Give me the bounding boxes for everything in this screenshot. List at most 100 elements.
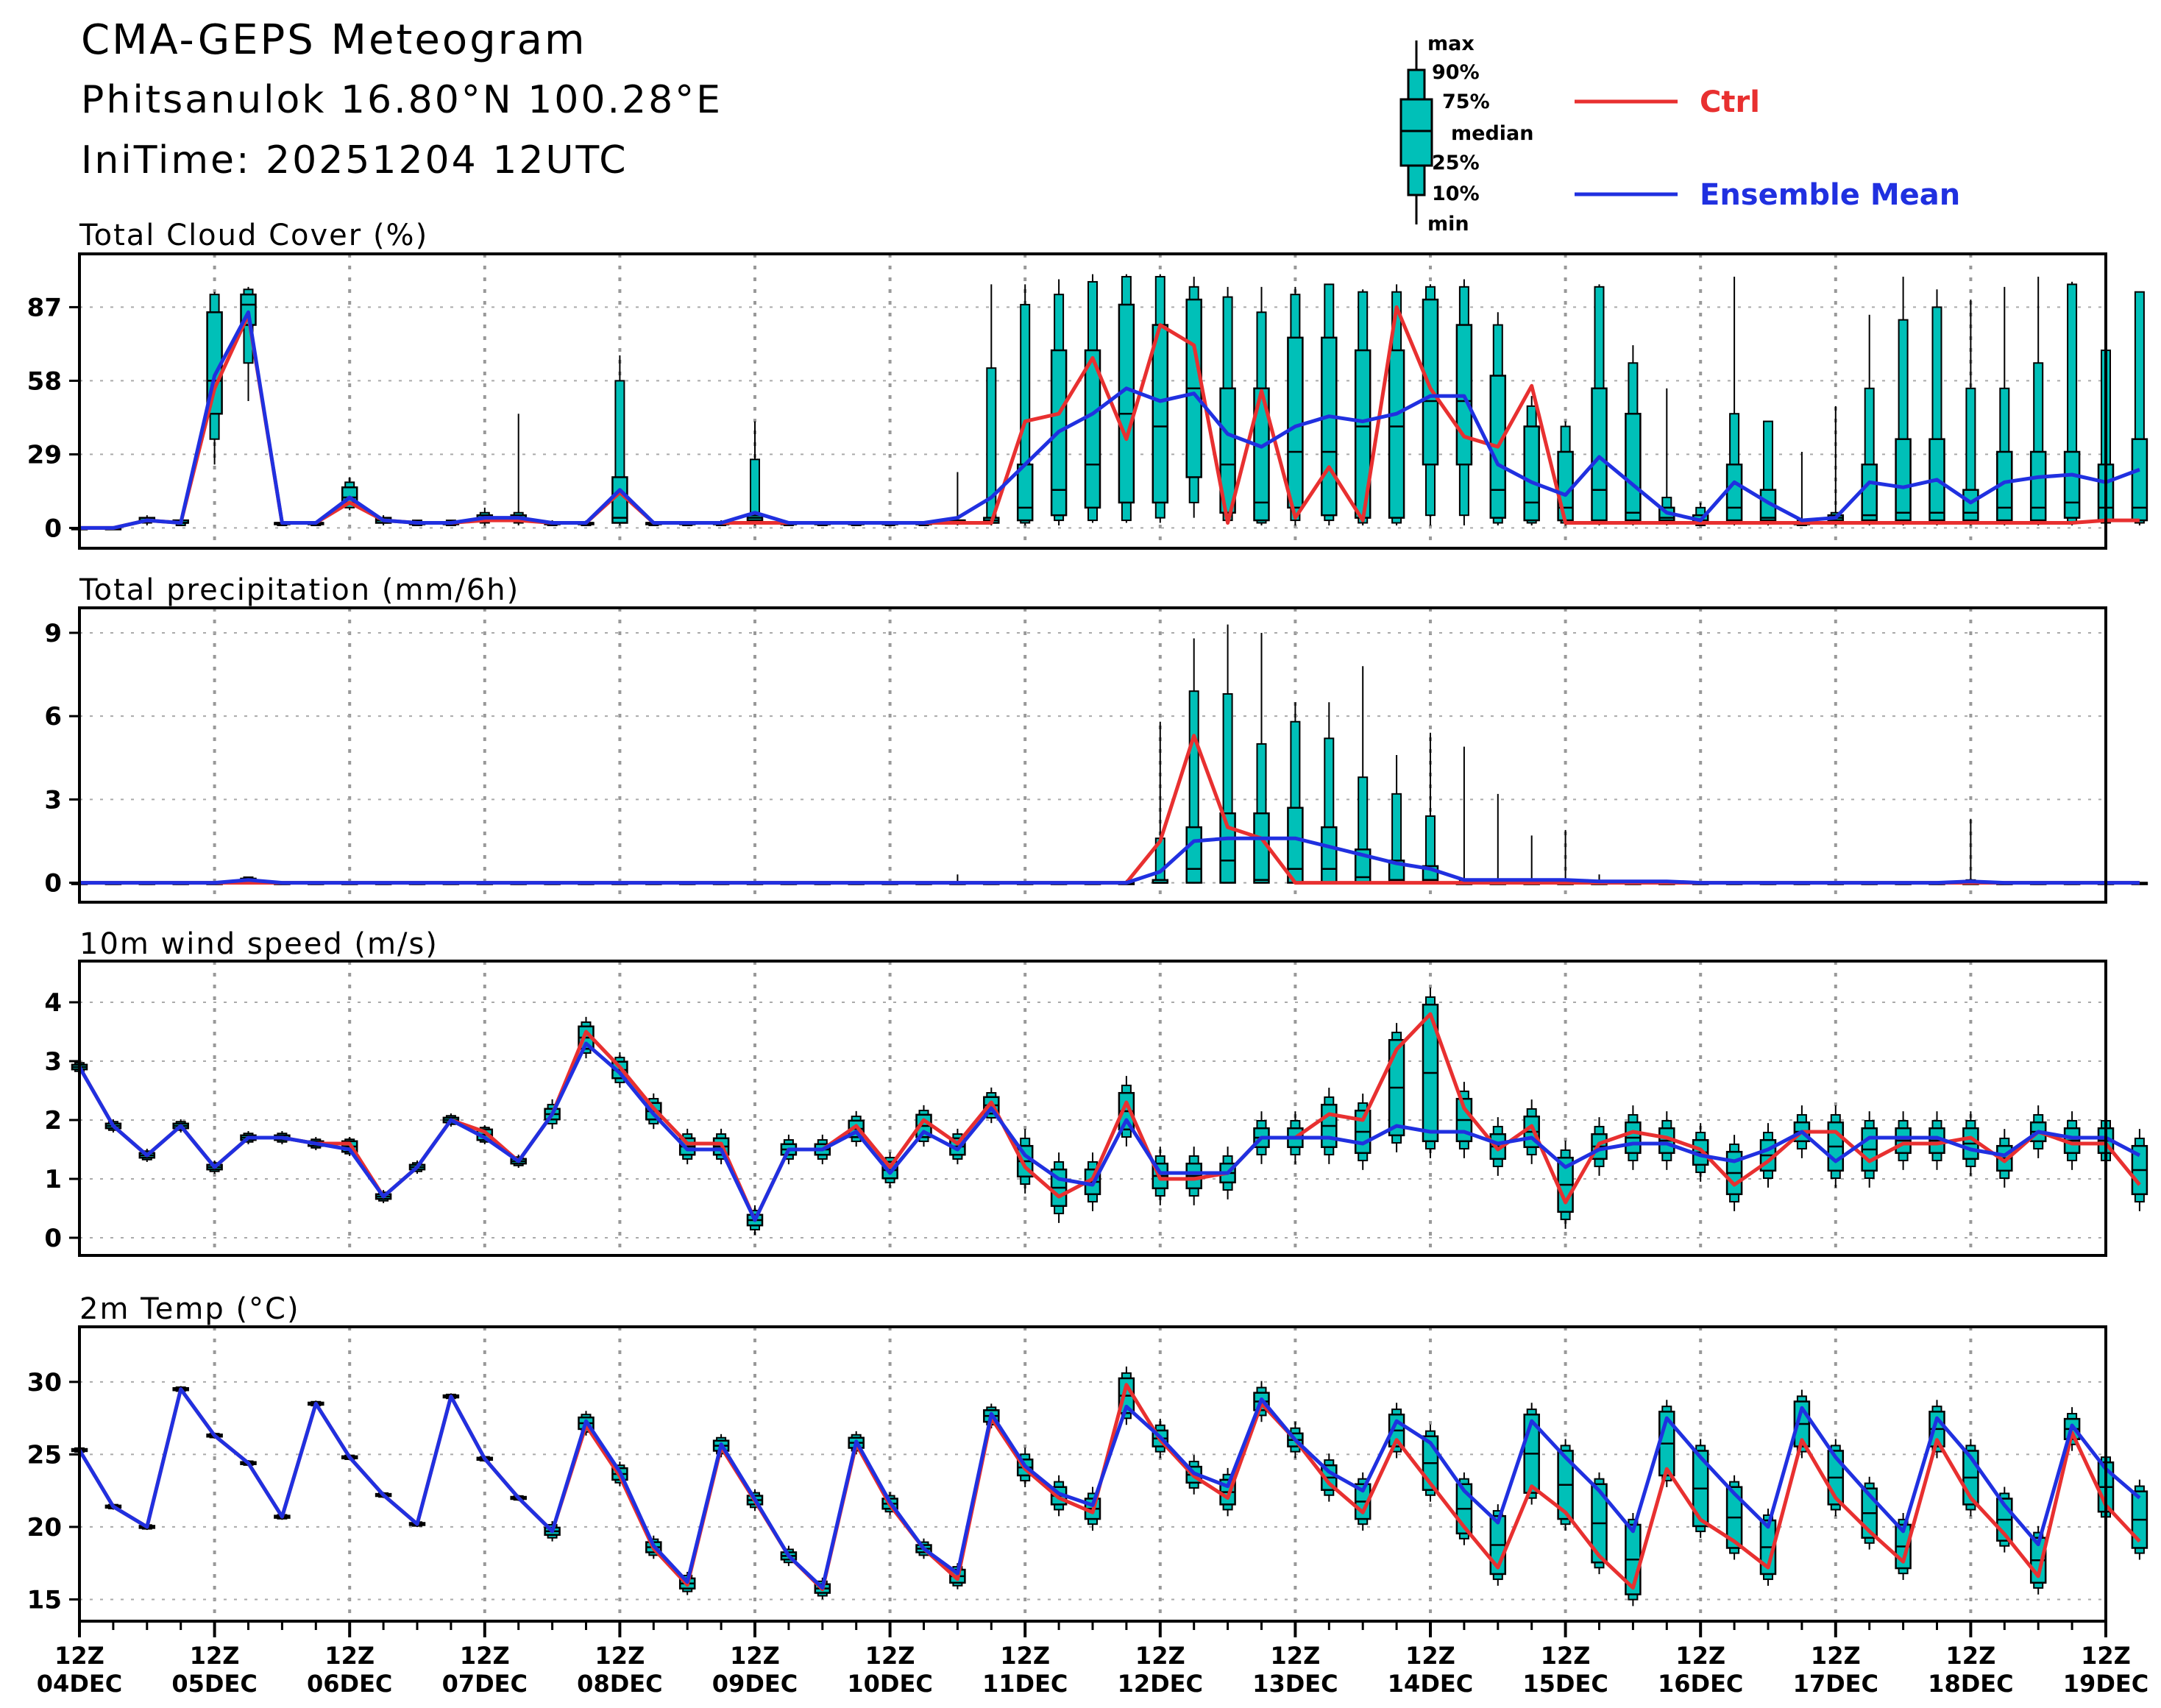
box-inner	[1084, 349, 1101, 509]
legend-max-label: max	[1427, 32, 1475, 55]
x-tick-date-label: 04DEC	[37, 1670, 122, 1698]
x-tick-hour-label: 12Z	[1000, 1642, 1050, 1670]
legend-p75-label: 75%	[1442, 91, 1490, 113]
x-tick-hour-label: 12Z	[54, 1642, 104, 1670]
y-tick-label: 30	[27, 1368, 62, 1397]
legend: max 90% 75% median 25% 10% min Ctrl Ense…	[1399, 32, 1960, 235]
ctrl-line	[77, 1383, 2141, 1592]
x-tick-hour-label: 12Z	[595, 1642, 645, 1670]
panel-3: 2m Temp (°C) 15 20 25 30	[27, 1292, 2148, 1623]
y-tick-label: 0	[44, 1224, 62, 1253]
y-tick-label: 6	[44, 702, 62, 731]
x-tick-date-label: 12DEC	[1118, 1670, 1203, 1698]
legend-p10-label: 10%	[1432, 183, 1480, 205]
panel-frame	[78, 606, 2107, 904]
x-tick-date-label: 07DEC	[442, 1670, 528, 1698]
y-tick-label: 58	[27, 366, 62, 396]
box-inner	[1962, 489, 1979, 522]
box-inner	[2063, 450, 2081, 519]
y-tick-label: 20	[27, 1513, 62, 1542]
x-tick-hour-label: 12Z	[1675, 1642, 1725, 1670]
y-tick-label: 2	[44, 1106, 62, 1135]
y-tick-label: 1	[44, 1165, 62, 1194]
location-label: Phitsanulok 16.80°N 100.28°E	[81, 78, 723, 122]
box-inner	[1253, 387, 1270, 522]
y-tick-label: 3	[44, 1047, 62, 1077]
box-inner	[1725, 463, 1743, 522]
y-tick-label: 0	[44, 514, 62, 543]
ensemble-mean-line	[79, 310, 2140, 530]
y-tick-label: 15	[27, 1585, 62, 1615]
legend-ctrl-label: Ctrl	[1700, 85, 1760, 119]
x-tick-hour-label: 12Z	[1541, 1642, 1591, 1670]
y-tick-label: 25	[27, 1440, 62, 1470]
x-tick-hour-label: 12Z	[324, 1642, 375, 1670]
legend-box-inner	[1399, 98, 1433, 167]
box-inner	[1016, 463, 1034, 522]
box-inner	[1321, 336, 1338, 517]
y-tick-label: 3	[44, 785, 62, 815]
x-tick-date-label: 08DEC	[577, 1670, 662, 1698]
box-inner	[1219, 387, 1236, 514]
x-tick-date-label: 05DEC	[171, 1670, 257, 1698]
box-inner	[1388, 349, 1405, 519]
box-inner	[1557, 450, 1574, 522]
y-tick-label: 4	[44, 988, 62, 1018]
ctrl-line	[79, 305, 2140, 530]
box-inner	[1219, 812, 1236, 884]
box-inner	[1861, 463, 1878, 522]
y-tick-label: 29	[27, 440, 62, 469]
x-tick-hour-label: 12Z	[1271, 1642, 1321, 1670]
y-tick-label: 87	[27, 293, 62, 322]
panel-title: Total Cloud Cover (%)	[79, 219, 428, 252]
box-inner	[1287, 336, 1304, 509]
x-tick-hour-label: 12Z	[730, 1642, 780, 1670]
panel-frame	[78, 1325, 2107, 1623]
x-tick-hour-label: 12Z	[865, 1642, 915, 1670]
panel-1: Total precipitation (mm/6h) 0 3 6 9	[44, 573, 2148, 904]
x-tick-hour-label: 12Z	[2081, 1642, 2131, 1670]
legend-p25-label: 25%	[1432, 152, 1480, 174]
panel-title: 2m Temp (°C)	[79, 1292, 300, 1326]
legend-median-label: median	[1451, 122, 1533, 145]
x-tick-date-label: 11DEC	[982, 1670, 1068, 1698]
x-tick-hour-label: 12Z	[190, 1642, 240, 1670]
box-inner	[1118, 303, 1135, 504]
chart-title: CMA-GEPS Meteogram	[81, 16, 587, 64]
x-tick-date-label: 17DEC	[1793, 1670, 1878, 1698]
box-inner	[2029, 450, 2047, 522]
x-tick-hour-label: 12Z	[1405, 1642, 1455, 1670]
box-inner	[1625, 412, 1642, 522]
y-tick-label: 0	[44, 869, 62, 899]
x-tick-hour-label: 12Z	[1946, 1642, 1996, 1670]
x-tick-date-label: 10DEC	[847, 1670, 932, 1698]
panel-0: Total Cloud Cover (%) 0 29 58 87	[27, 219, 2148, 550]
ensemble-mean-line	[79, 836, 2140, 885]
box-inner	[1895, 438, 1912, 522]
ctrl-line	[79, 734, 2140, 885]
ensemble-mean-line	[77, 1041, 2141, 1222]
box-inner	[1591, 387, 1608, 522]
panels: Total Cloud Cover (%) 0 29 58 87 Total precip…	[27, 219, 2148, 1623]
x-tick-date-label: 15DEC	[1522, 1670, 1608, 1698]
box-inner	[1185, 826, 1202, 884]
box-inner	[1321, 826, 1338, 884]
x-tick-date-label: 06DEC	[307, 1670, 392, 1698]
x-tick-hour-label: 12Z	[1811, 1642, 1861, 1670]
x-tick-hour-label: 12Z	[460, 1642, 510, 1670]
x-tick-hour-label: 12Z	[1135, 1642, 1185, 1670]
box-inner	[611, 476, 628, 524]
panel-title: Total precipitation (mm/6h)	[79, 573, 519, 607]
box-inner	[1287, 807, 1304, 884]
box-inner	[1523, 425, 1540, 522]
legend-mean-label: Ensemble Mean	[1700, 178, 1960, 212]
legend-min-label: min	[1427, 213, 1469, 235]
init-time-label: IniTime: 20251204 12UTC	[81, 138, 628, 183]
x-tick-date-label: 09DEC	[712, 1670, 798, 1698]
x-tick-date-label: 16DEC	[1658, 1670, 1743, 1698]
panel-2: 10m wind speed (m/s) 0 1 2 3 4	[44, 927, 2148, 1257]
legend-p90-label: 90%	[1432, 61, 1480, 84]
panel-frame	[78, 252, 2107, 550]
box-inner	[1152, 324, 1169, 504]
